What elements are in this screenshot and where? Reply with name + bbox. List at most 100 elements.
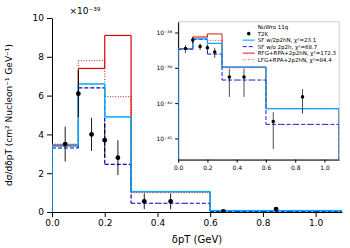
step <box>193 36 208 37</box>
step <box>207 40 222 41</box>
tick-mark <box>47 57 52 58</box>
step <box>105 35 131 36</box>
tick: 0.6 <box>204 212 219 228</box>
step <box>289 210 315 211</box>
tick-label: 10⁻³⁹ <box>157 64 173 71</box>
legend-marker <box>247 32 251 36</box>
tick-label: 0.4 <box>232 164 242 171</box>
legend-line <box>243 40 255 41</box>
tick-mark <box>324 160 325 163</box>
data-point <box>228 75 232 79</box>
annotation: ×10⁻³⁹ <box>69 6 100 16</box>
x-axis: 0.0 0.2 0.4 0.6 0.8 1.0 <box>174 160 340 171</box>
step <box>184 191 210 192</box>
tick: 8 <box>38 52 52 62</box>
step-edge <box>339 109 340 160</box>
data-point <box>76 91 81 96</box>
step-riser <box>209 192 211 211</box>
data-point <box>242 75 246 79</box>
tick-mark <box>175 68 178 69</box>
step <box>237 210 263 211</box>
data-point <box>198 45 202 49</box>
step-edge <box>341 211 342 212</box>
data-point <box>63 142 68 147</box>
tick: 2 <box>38 169 52 179</box>
step <box>78 83 104 85</box>
step <box>289 210 315 211</box>
data-point <box>213 50 217 54</box>
step <box>251 67 266 68</box>
data-point <box>191 38 195 42</box>
step <box>78 68 104 69</box>
step <box>193 39 208 40</box>
tick-label: 0.2 <box>203 164 213 171</box>
step-riser <box>207 39 208 44</box>
x-axis: 0.00.20.40.60.81.0 <box>45 212 342 228</box>
tick-label: 1.0 <box>320 164 330 171</box>
step-edge <box>178 49 179 159</box>
tick-label: 8 <box>38 52 44 62</box>
step <box>193 38 208 39</box>
step-series <box>178 36 339 159</box>
step <box>184 192 210 193</box>
tick: 0 <box>38 207 52 217</box>
step <box>131 191 157 193</box>
step <box>289 210 315 212</box>
legend-line <box>243 53 255 54</box>
tick-label: 4 <box>38 130 44 140</box>
step <box>289 211 315 212</box>
step-riser <box>265 67 266 109</box>
step <box>222 66 237 67</box>
step-riser <box>192 36 193 48</box>
step <box>193 37 208 38</box>
tick: 0.6 <box>262 160 272 171</box>
legend-line <box>243 59 255 60</box>
legend-label: LFG+RPA+2p2hN, χ²=84.4 <box>258 57 333 64</box>
step <box>237 210 263 212</box>
data-point <box>102 138 107 143</box>
step-riser <box>265 67 266 109</box>
step <box>237 67 252 68</box>
error-bar <box>229 69 230 97</box>
step-edge <box>52 144 53 212</box>
step <box>237 210 263 211</box>
step <box>281 108 296 109</box>
step <box>316 211 342 212</box>
step-series <box>178 34 339 160</box>
tick: 0.2 <box>203 160 213 171</box>
step <box>78 60 104 61</box>
tick: 0.8 <box>256 212 271 228</box>
step-riser <box>130 117 132 192</box>
tick-mark <box>295 160 296 163</box>
step-series <box>178 39 339 160</box>
tick-mark <box>157 212 158 217</box>
error-bar <box>302 89 303 114</box>
step <box>131 191 157 192</box>
step <box>266 108 281 109</box>
step <box>131 192 157 193</box>
step-edge <box>52 145 53 212</box>
step-edge <box>339 109 340 160</box>
step <box>324 108 339 109</box>
tick: 0.0 <box>174 160 184 171</box>
axis-line <box>53 212 343 213</box>
step <box>184 191 210 193</box>
data-point <box>221 209 226 212</box>
plot-area <box>178 34 339 160</box>
step <box>105 96 131 97</box>
tick: 10⁻⁴⁰ <box>157 100 179 107</box>
tick-mark <box>47 134 52 135</box>
tick-label: 0.8 <box>291 164 301 171</box>
tick-mark <box>263 212 264 217</box>
step-riser <box>78 68 79 145</box>
data-point <box>271 120 275 124</box>
step <box>157 191 183 192</box>
step-riser <box>221 43 222 67</box>
step <box>105 116 131 118</box>
axis-line <box>52 19 53 213</box>
tick-label: 0.0 <box>174 164 184 171</box>
tick-mark <box>47 212 52 213</box>
chart-container: 0.00.20.40.60.81.00246810δpT (GeV)dσ/dδp… <box>0 0 350 248</box>
data-point <box>274 207 279 212</box>
step-edge <box>341 211 342 212</box>
